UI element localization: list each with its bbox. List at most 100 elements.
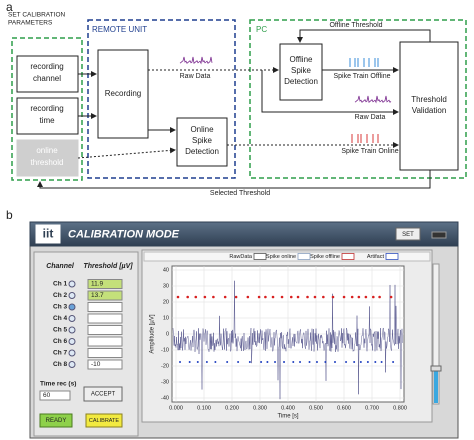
threshold-marker xyxy=(296,295,300,299)
threshold-field[interactable] xyxy=(87,302,123,312)
threshold-marker xyxy=(223,295,227,299)
label: Detection xyxy=(185,147,219,156)
slider-fill xyxy=(434,370,438,403)
label: recording xyxy=(30,104,63,113)
label: Detection xyxy=(284,77,318,86)
arrow xyxy=(261,70,399,115)
channel-name: Ch 5 xyxy=(53,327,67,334)
label: Raw Data xyxy=(355,114,386,121)
threshold-marker xyxy=(248,361,251,363)
threshold-marker xyxy=(378,295,381,299)
y-tick-label: -40 xyxy=(161,395,169,401)
label: time xyxy=(39,116,55,125)
channel-radio[interactable] xyxy=(68,303,76,311)
threshold-marker xyxy=(234,295,238,299)
threshold-marker xyxy=(372,295,375,299)
threshold-marker xyxy=(226,361,229,363)
threshold-marker xyxy=(212,295,215,299)
label: Offline Threshold xyxy=(329,22,382,29)
label: online xyxy=(36,146,58,155)
arrow xyxy=(297,29,431,43)
threshold-marker xyxy=(289,295,293,299)
threshold-marker xyxy=(196,361,199,363)
threshold-field[interactable] xyxy=(87,359,123,370)
channel-name: Ch 7 xyxy=(53,350,67,357)
time-field[interactable] xyxy=(39,390,71,401)
threshold-marker xyxy=(359,361,362,363)
threshold-marker xyxy=(331,295,335,299)
threshold-marker xyxy=(364,295,368,299)
threshold-marker xyxy=(313,295,317,299)
calibrate-button[interactable] xyxy=(85,413,123,428)
label: SET xyxy=(402,232,414,238)
param-box xyxy=(16,97,79,135)
threshold-field[interactable] xyxy=(87,336,123,347)
channel-radio[interactable] xyxy=(68,292,76,299)
label: Time rec (s) xyxy=(40,381,76,388)
label: channel xyxy=(33,74,61,83)
signal-icon xyxy=(354,95,392,104)
channel-radio[interactable] xyxy=(68,326,76,334)
threshold-marker xyxy=(271,295,275,299)
accept-button[interactable] xyxy=(83,386,123,402)
param-box xyxy=(16,55,79,93)
legend-label: Spike offline xyxy=(310,254,340,260)
label: READY xyxy=(46,418,67,424)
threshold-marker xyxy=(353,361,356,363)
axis-title: Time [s] xyxy=(277,414,298,420)
validation-box xyxy=(399,41,459,171)
threshold-marker xyxy=(292,361,295,363)
channel-radio[interactable] xyxy=(68,315,76,322)
threshold-marker xyxy=(357,295,361,299)
threshold-marker xyxy=(324,361,327,363)
set-button[interactable] xyxy=(395,227,421,241)
y-tick-label: 30 xyxy=(163,283,169,289)
threshold-field[interactable] xyxy=(87,313,123,324)
label: Spike Train Online xyxy=(341,148,398,155)
arrow xyxy=(37,170,431,189)
raw-trace xyxy=(172,280,403,400)
threshold-marker xyxy=(308,361,311,363)
threshold-field[interactable] xyxy=(87,325,123,335)
channel-name: Ch 8 xyxy=(53,361,67,368)
logo: iit xyxy=(43,227,54,241)
group-title: SET CALIBRATION xyxy=(8,12,65,19)
y-tick-label: -10 xyxy=(161,347,169,353)
slider-track xyxy=(432,263,440,405)
recording-box xyxy=(97,49,149,139)
online-box xyxy=(176,117,228,167)
y-tick-label: -30 xyxy=(161,379,169,385)
signal-icon xyxy=(179,56,213,65)
legend-swatch xyxy=(385,253,399,260)
toolbar xyxy=(143,251,431,262)
threshold-field[interactable] xyxy=(87,348,123,358)
threshold-field[interactable] xyxy=(87,290,123,301)
threshold-marker xyxy=(389,295,393,299)
y-tick-label: 0 xyxy=(166,331,169,337)
channel-radio[interactable] xyxy=(68,361,76,368)
threshold-marker xyxy=(299,361,302,363)
channel-name: Ch 3 xyxy=(53,304,67,311)
group-title: PARAMETERS xyxy=(8,20,53,27)
threshold-marker xyxy=(315,361,318,363)
threshold-marker xyxy=(264,295,267,299)
slider-knob[interactable] xyxy=(430,365,442,372)
x-tick-label: 0.100 xyxy=(197,405,211,411)
legend-label: RawData xyxy=(229,254,253,260)
channel-radio[interactable] xyxy=(68,280,76,288)
channel-radio[interactable] xyxy=(68,349,76,357)
threshold-marker xyxy=(203,295,207,299)
indicator xyxy=(431,231,447,239)
label: Spike xyxy=(291,66,312,75)
ready-button[interactable] xyxy=(39,413,73,428)
threshold-marker xyxy=(194,295,198,299)
channel-radio[interactable] xyxy=(68,338,76,345)
threshold-marker xyxy=(260,361,263,363)
threshold-marker xyxy=(205,361,208,363)
threshold-field[interactable] xyxy=(87,279,123,289)
threshold-marker xyxy=(374,361,377,363)
legend-swatch xyxy=(253,253,267,260)
group-title: REMOTE UNIT xyxy=(92,25,147,34)
x-tick-label: 0.700 xyxy=(365,405,379,411)
legend-swatch xyxy=(341,253,355,260)
